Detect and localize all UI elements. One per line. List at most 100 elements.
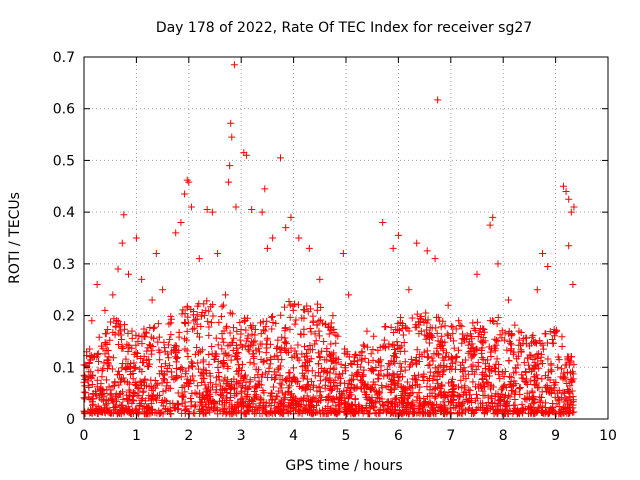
data-point [287,402,295,410]
data-point [402,389,410,397]
data-point [189,409,197,417]
data-point [426,368,434,376]
data-point [538,388,546,396]
data-point [539,250,546,258]
data-point [140,378,148,386]
data-point [475,328,483,336]
data-point [191,350,199,358]
data-point [187,395,195,403]
data-point [427,400,435,408]
data-point [214,341,222,349]
chart-title: Day 178 of 2022, Rate Of TEC Index for r… [156,20,532,36]
data-point [237,341,245,349]
data-point [118,239,126,247]
data-point [371,381,379,389]
data-point [265,364,273,372]
data-point [564,368,572,376]
data-point [212,386,220,394]
data-point [226,309,234,317]
data-point [81,395,89,403]
data-point [134,337,142,345]
data-point [191,403,199,411]
data-point [410,409,418,417]
data-point [455,402,463,410]
data-point [423,247,431,255]
data-point [516,384,524,392]
data-point [246,378,254,386]
data-point [184,353,192,361]
data-point [148,296,156,304]
data-point [498,368,506,376]
data-point [468,340,476,348]
data-point [441,322,449,330]
data-point [306,325,314,333]
data-point [449,323,457,331]
data-point [114,367,122,375]
data-point [117,327,125,335]
data-point [205,360,213,368]
y-tick-label: 0.1 [53,360,75,376]
data-point [358,407,366,415]
data-point [395,327,403,335]
data-point [530,373,538,381]
data-point [415,330,423,338]
data-point [155,346,163,354]
data-point [116,401,124,409]
data-point [458,410,466,418]
data-point [172,342,180,350]
data-point [428,405,436,413]
data-point [315,360,323,368]
data-point [502,383,510,391]
data-point [95,333,103,341]
data-point [564,385,572,393]
data-point [234,361,242,369]
data-point [183,302,191,310]
data-point [311,330,319,338]
data-point [481,365,489,373]
data-point [257,381,265,389]
data-point [93,281,101,289]
data-point [177,373,185,381]
data-point [464,406,472,414]
data-point [87,373,95,381]
data-point [189,363,197,371]
data-point [268,312,276,320]
data-point [300,306,308,314]
data-point [505,357,513,365]
data-point [323,410,331,418]
data-point [202,307,210,315]
data-point [244,390,252,398]
data-point [434,96,442,104]
data-point [228,133,236,141]
data-point [323,393,331,401]
data-point [314,300,322,308]
data-point [206,408,214,416]
data-point [124,329,132,337]
data-point [289,374,297,382]
y-tick-label: 0.4 [53,205,75,221]
data-point [370,332,378,340]
data-point [391,359,399,367]
data-point [401,347,409,355]
data-point [413,346,421,354]
data-point [416,350,424,358]
data-point [369,356,377,364]
data-point [206,390,214,398]
data-point [322,367,330,375]
data-point [344,402,352,410]
data-point [320,366,328,374]
data-point [473,318,481,326]
data-point [132,331,140,339]
data-point [474,362,482,370]
data-point [424,316,432,324]
data-point [437,381,445,389]
data-point [153,381,161,389]
data-point [538,375,546,383]
data-point [262,349,270,357]
data-point [139,359,147,367]
data-point [171,348,179,356]
data-point [504,296,512,304]
data-point [196,398,204,406]
data-point [435,390,443,398]
data-point [286,325,294,333]
